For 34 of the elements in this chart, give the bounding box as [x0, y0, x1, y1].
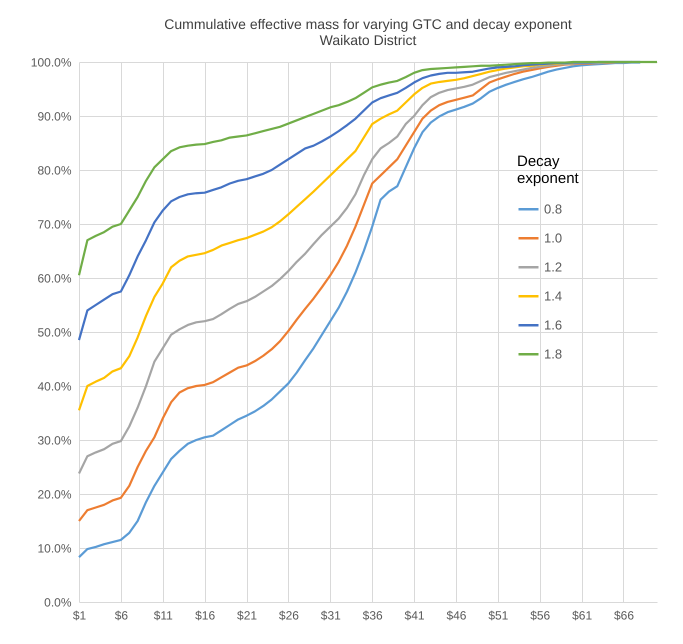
y-tick-label: 90.0% [37, 110, 72, 124]
legend-label: 0.8 [544, 201, 562, 216]
y-tick-label: 20.0% [37, 488, 72, 502]
y-tick-label: 70.0% [37, 218, 72, 232]
legend-label: 1.2 [544, 259, 562, 274]
x-tick-label: $51 [488, 608, 509, 622]
x-tick-label: $31 [320, 608, 342, 622]
x-tick-label: $36 [362, 608, 384, 622]
legend-label: 1.0 [544, 230, 562, 246]
y-tick-label: 60.0% [37, 272, 72, 286]
x-tick-label: $21 [237, 608, 258, 622]
y-tick-label: 40.0% [37, 380, 72, 394]
y-tick-label: 50.0% [37, 326, 72, 340]
legend-label: 1.4 [544, 288, 562, 304]
x-tick-label: $56 [530, 608, 551, 622]
x-tick-label: $46 [446, 608, 467, 622]
x-tick-label: $66 [614, 608, 634, 622]
x-tick-label: $26 [278, 608, 300, 622]
x-tick-label: $6 [114, 608, 128, 622]
x-tick-label: $1 [72, 608, 86, 622]
y-tick-label: 10.0% [37, 542, 72, 556]
legend-title: Decay exponent [517, 152, 580, 187]
legend-label: 1.8 [544, 346, 562, 362]
legend-label: 1.6 [544, 317, 562, 332]
x-tick-label: $16 [195, 608, 216, 622]
x-tick-label: $11 [154, 608, 174, 622]
x-tick-label: $61 [572, 608, 592, 622]
chart-title: Cummulative effective mass for varying GTC and decay exponent [164, 16, 572, 32]
y-tick-label: 0.0% [44, 596, 72, 610]
chart-subtitle: Waikato District [320, 32, 416, 48]
y-tick-label: 80.0% [37, 164, 72, 178]
y-tick-label: 30.0% [37, 434, 72, 448]
y-tick-label: 100.0% [30, 56, 72, 70]
x-tick-label: $41 [404, 608, 425, 622]
